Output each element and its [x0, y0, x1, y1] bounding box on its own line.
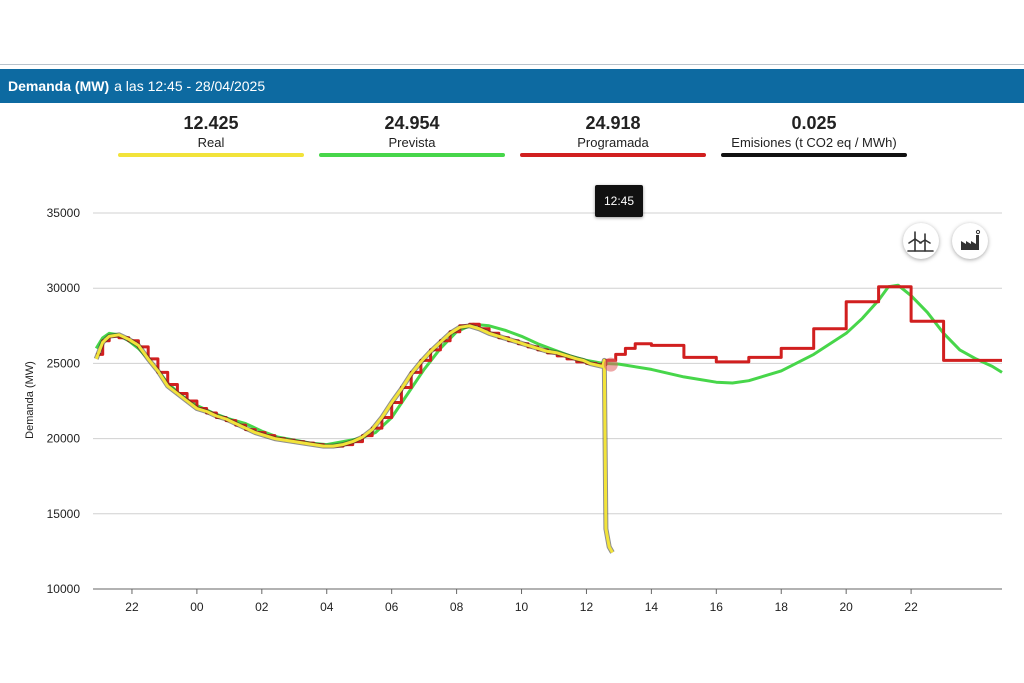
stats-row: 12.425 Real 24.954 Prevista 24.918 Progr…	[0, 112, 1024, 164]
y-axis-label: Demanda (MW)	[24, 361, 36, 439]
x-tick-label: 12	[580, 600, 594, 614]
stat-prevista[interactable]: 24.954 Prevista	[319, 112, 505, 157]
y-tick-labels: 10000 15000 20000 25000 30000 35000	[47, 206, 81, 596]
stat-prevista-value: 24.954	[384, 113, 440, 133]
header-title: Demanda (MW)	[8, 78, 110, 94]
x-tick-label: 00	[190, 600, 204, 614]
y-tick-label: 10000	[47, 582, 81, 596]
stat-programada[interactable]: 24.918 Programada	[520, 112, 706, 157]
factory-icon	[961, 229, 981, 250]
series-line-real	[94, 324, 614, 554]
x-tick-label: 08	[450, 600, 464, 614]
stat-emisiones-legend-bar	[721, 153, 907, 157]
series-lines	[93, 283, 1003, 554]
real-series-shadow	[93, 323, 615, 554]
chart-header: Demanda (MW) a las 12:45 - 28/04/2025	[0, 69, 1024, 103]
stat-emisiones-label: Emisiones (t CO2 eq / MWh)	[731, 135, 897, 150]
top-divider	[0, 64, 1024, 65]
x-tick-label: 02	[255, 600, 269, 614]
wind-generation-button[interactable]	[903, 223, 939, 259]
y-tick-label: 25000	[47, 356, 81, 370]
x-tick-label: 18	[775, 600, 789, 614]
x-tick-label: 04	[320, 600, 334, 614]
x-tick-label: 20	[839, 600, 853, 614]
x-tick-label: 22	[904, 600, 918, 614]
grid-lines	[93, 212, 1002, 594]
thermal-generation-button[interactable]	[952, 223, 988, 259]
x-tick-label: 06	[385, 600, 399, 614]
x-tick-label: 14	[645, 600, 659, 614]
x-tick-label: 16	[710, 600, 724, 614]
y-tick-label: 15000	[47, 507, 81, 521]
stat-emisiones-value: 0.025	[791, 113, 837, 133]
stat-real[interactable]: 12.425 Real	[118, 112, 304, 157]
header-subtitle: a las 12:45 - 28/04/2025	[114, 78, 266, 94]
stat-emisiones[interactable]: 0.025 Emisiones (t CO2 eq / MWh)	[721, 112, 907, 157]
wind-turbine-icon	[907, 231, 934, 252]
stat-programada-value: 24.918	[585, 113, 641, 133]
time-tooltip: 12:45	[595, 185, 643, 217]
stat-prevista-legend-bar	[319, 153, 505, 157]
stat-real-value: 12.425	[183, 113, 239, 133]
stat-programada-legend-bar	[520, 153, 706, 157]
x-tick-label: 10	[515, 600, 529, 614]
tooltip-time: 12:45	[603, 194, 635, 208]
stat-programada-label: Programada	[577, 135, 649, 150]
x-tick-label: 22	[125, 600, 139, 614]
x-tick-labels: 22 00 02 04 06 08 10 12 14 16 18 20 22	[125, 600, 918, 614]
stat-real-legend-bar	[118, 153, 304, 157]
y-tick-label: 20000	[47, 432, 81, 446]
y-tick-label: 30000	[47, 281, 81, 295]
stat-prevista-label: Prevista	[388, 135, 436, 150]
stat-real-label: Real	[197, 135, 225, 150]
y-tick-label: 35000	[47, 206, 81, 220]
hover-marker[interactable]	[603, 357, 618, 372]
